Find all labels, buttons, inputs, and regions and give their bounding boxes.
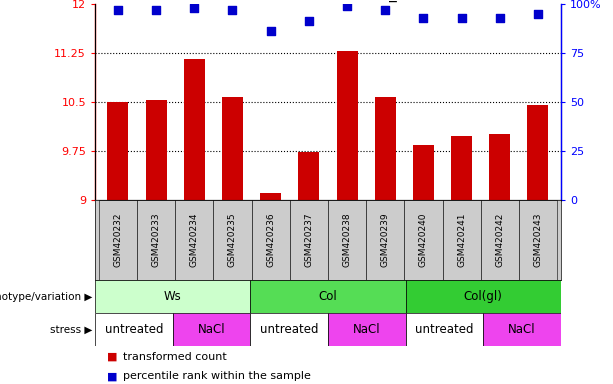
Text: genotype/variation ▶: genotype/variation ▶ (0, 291, 92, 302)
Bar (406, 280, 561, 313)
Text: GSM420242: GSM420242 (495, 213, 504, 267)
Bar (222, 96, 243, 200)
Bar (146, 101, 167, 200)
Text: ■: ■ (107, 371, 118, 381)
Text: GSM420240: GSM420240 (419, 213, 428, 267)
Bar (250, 280, 406, 313)
Text: GSM420241: GSM420241 (457, 213, 466, 267)
Text: GSM420235: GSM420235 (228, 213, 237, 267)
Point (342, 3, 352, 9)
Text: NaCl: NaCl (353, 323, 381, 336)
Bar (413, 145, 434, 200)
Text: GSM420234: GSM420234 (190, 213, 199, 267)
Text: GSM420237: GSM420237 (305, 213, 313, 267)
Bar (290, 200, 328, 280)
Point (266, 28, 276, 34)
Text: GSM420232: GSM420232 (113, 213, 123, 267)
Bar (519, 200, 557, 280)
Text: untreated: untreated (105, 323, 163, 336)
Point (189, 5, 199, 11)
Bar (250, 313, 328, 346)
Bar (213, 200, 251, 280)
Point (304, 18, 314, 25)
Text: ■: ■ (107, 352, 118, 362)
Bar (405, 200, 443, 280)
Point (495, 15, 504, 21)
Bar (251, 200, 290, 280)
Bar (337, 51, 357, 200)
Bar (299, 152, 319, 200)
Text: percentile rank within the sample: percentile rank within the sample (123, 371, 310, 381)
Text: untreated: untreated (415, 323, 474, 336)
Bar (137, 200, 175, 280)
Bar (527, 105, 549, 200)
Point (533, 11, 543, 17)
Bar (99, 200, 137, 280)
Text: GSM420243: GSM420243 (533, 213, 543, 267)
Point (457, 15, 466, 21)
Point (113, 7, 123, 13)
Point (419, 15, 428, 21)
Bar (184, 60, 205, 200)
Bar (95, 280, 250, 313)
Text: NaCl: NaCl (197, 323, 226, 336)
Bar (173, 313, 250, 346)
Bar (483, 313, 561, 346)
Bar (489, 134, 510, 200)
Bar (107, 102, 129, 200)
Text: NaCl: NaCl (508, 323, 536, 336)
Text: GSM420236: GSM420236 (266, 213, 275, 267)
Text: GSM420238: GSM420238 (343, 213, 351, 267)
Bar (375, 96, 396, 200)
Point (227, 7, 237, 13)
Bar (260, 193, 281, 200)
Text: transformed count: transformed count (123, 352, 226, 362)
Text: stress ▶: stress ▶ (50, 324, 92, 334)
Text: Col(gl): Col(gl) (464, 290, 503, 303)
Bar (175, 200, 213, 280)
Text: GSM420239: GSM420239 (381, 213, 390, 267)
Point (151, 7, 161, 13)
Bar (328, 313, 406, 346)
Bar (328, 200, 366, 280)
Text: Col: Col (319, 290, 337, 303)
Text: untreated: untreated (260, 323, 318, 336)
Bar (95, 313, 173, 346)
Text: GSM420233: GSM420233 (151, 213, 161, 267)
Bar (481, 200, 519, 280)
Bar (443, 200, 481, 280)
Text: Ws: Ws (164, 290, 181, 303)
Point (380, 7, 390, 13)
Title: GDS3927 / 246919_at: GDS3927 / 246919_at (244, 0, 412, 2)
Bar (406, 313, 483, 346)
Bar (366, 200, 405, 280)
Bar (451, 136, 472, 200)
